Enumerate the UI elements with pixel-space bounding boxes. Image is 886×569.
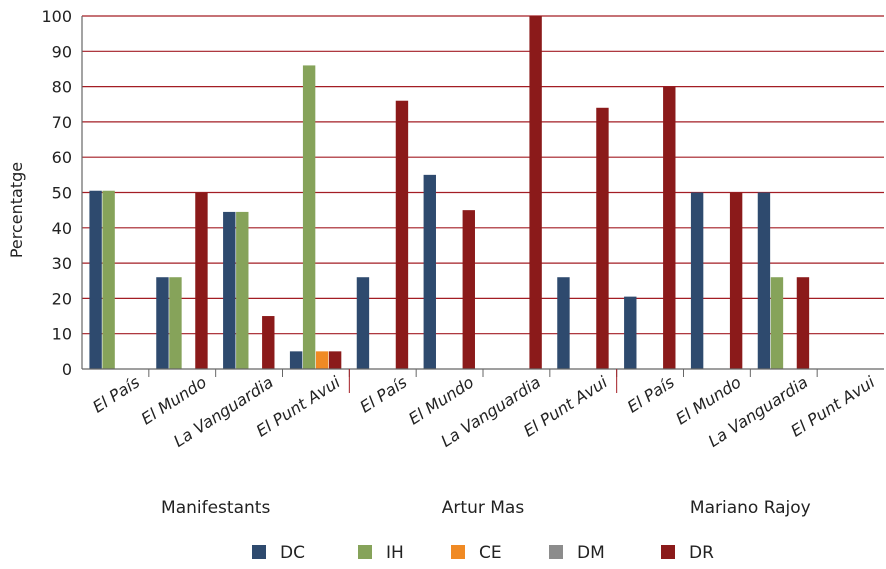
x-category-label: El País bbox=[624, 372, 678, 416]
group-label: Mariano Rajoy bbox=[690, 498, 811, 518]
y-axis-label: Percentatge bbox=[7, 162, 26, 258]
bar-ih bbox=[302, 65, 316, 370]
legend-label-ce: CE bbox=[479, 543, 502, 563]
y-tick-labels: 0 10 20 30 40 50 60 70 80 90 100 bbox=[41, 7, 72, 379]
legend-swatch-ce bbox=[451, 545, 465, 559]
x-category-label: El País bbox=[89, 372, 143, 416]
legend-swatch-dm bbox=[549, 545, 563, 559]
bar-dc bbox=[757, 192, 771, 369]
bar-dr bbox=[328, 351, 342, 369]
y-tick-label: 70 bbox=[52, 113, 72, 132]
bar-ih bbox=[236, 211, 249, 369]
y-tick-label: 10 bbox=[52, 325, 72, 344]
legend-label-dr: DR bbox=[689, 543, 714, 563]
bar-ce bbox=[315, 351, 329, 369]
bar-dr bbox=[395, 100, 409, 369]
bar-dc bbox=[89, 190, 102, 369]
bar-dr bbox=[262, 316, 275, 369]
bar-ih bbox=[169, 277, 182, 369]
y-tick-label: 100 bbox=[41, 7, 72, 26]
bar-ih bbox=[770, 277, 784, 369]
bar-dr bbox=[596, 107, 609, 369]
bar-dr bbox=[729, 192, 743, 369]
x-category-label: El País bbox=[356, 372, 410, 416]
legend-swatch-dc bbox=[252, 545, 266, 559]
bar-dc bbox=[289, 351, 303, 369]
bar-dc bbox=[356, 277, 370, 369]
bar-dc bbox=[690, 192, 704, 369]
bar-dc bbox=[557, 277, 570, 369]
y-tick-label: 30 bbox=[52, 254, 72, 273]
legend-label-dc: DC bbox=[280, 543, 305, 563]
y-tick-label: 40 bbox=[52, 219, 72, 238]
bars bbox=[89, 16, 810, 370]
bar-dr bbox=[462, 210, 475, 369]
bar-dc bbox=[423, 174, 436, 369]
y-tick-label: 80 bbox=[52, 78, 72, 97]
y-tick-label: 0 bbox=[62, 360, 72, 379]
y-tick-label: 60 bbox=[52, 148, 72, 167]
bar-dr bbox=[796, 277, 810, 369]
axes bbox=[81, 16, 884, 393]
y-tick-label: 20 bbox=[52, 289, 72, 308]
group-label: Manifestants bbox=[161, 498, 270, 518]
bar-dr bbox=[195, 192, 208, 369]
legend-swatch-dr bbox=[661, 545, 675, 559]
bar-ih bbox=[102, 190, 115, 369]
bar-dr bbox=[529, 16, 542, 369]
y-tick-label: 50 bbox=[52, 184, 72, 203]
legend-label-ih: IH bbox=[386, 543, 404, 563]
legend: DC IH CE DM DR bbox=[252, 543, 714, 563]
legend-label-dm: DM bbox=[577, 543, 605, 563]
bar-dr bbox=[663, 86, 676, 369]
bar-dc bbox=[624, 296, 637, 369]
legend-swatch-ih bbox=[358, 545, 372, 559]
bar-dc bbox=[223, 211, 236, 369]
group-labels: Manifestants Artur Mas Mariano Rajoy bbox=[161, 498, 811, 518]
gridlines bbox=[82, 15, 884, 335]
bar-dc bbox=[156, 277, 169, 369]
y-tick-label: 90 bbox=[52, 42, 72, 61]
group-label: Artur Mas bbox=[442, 498, 525, 518]
